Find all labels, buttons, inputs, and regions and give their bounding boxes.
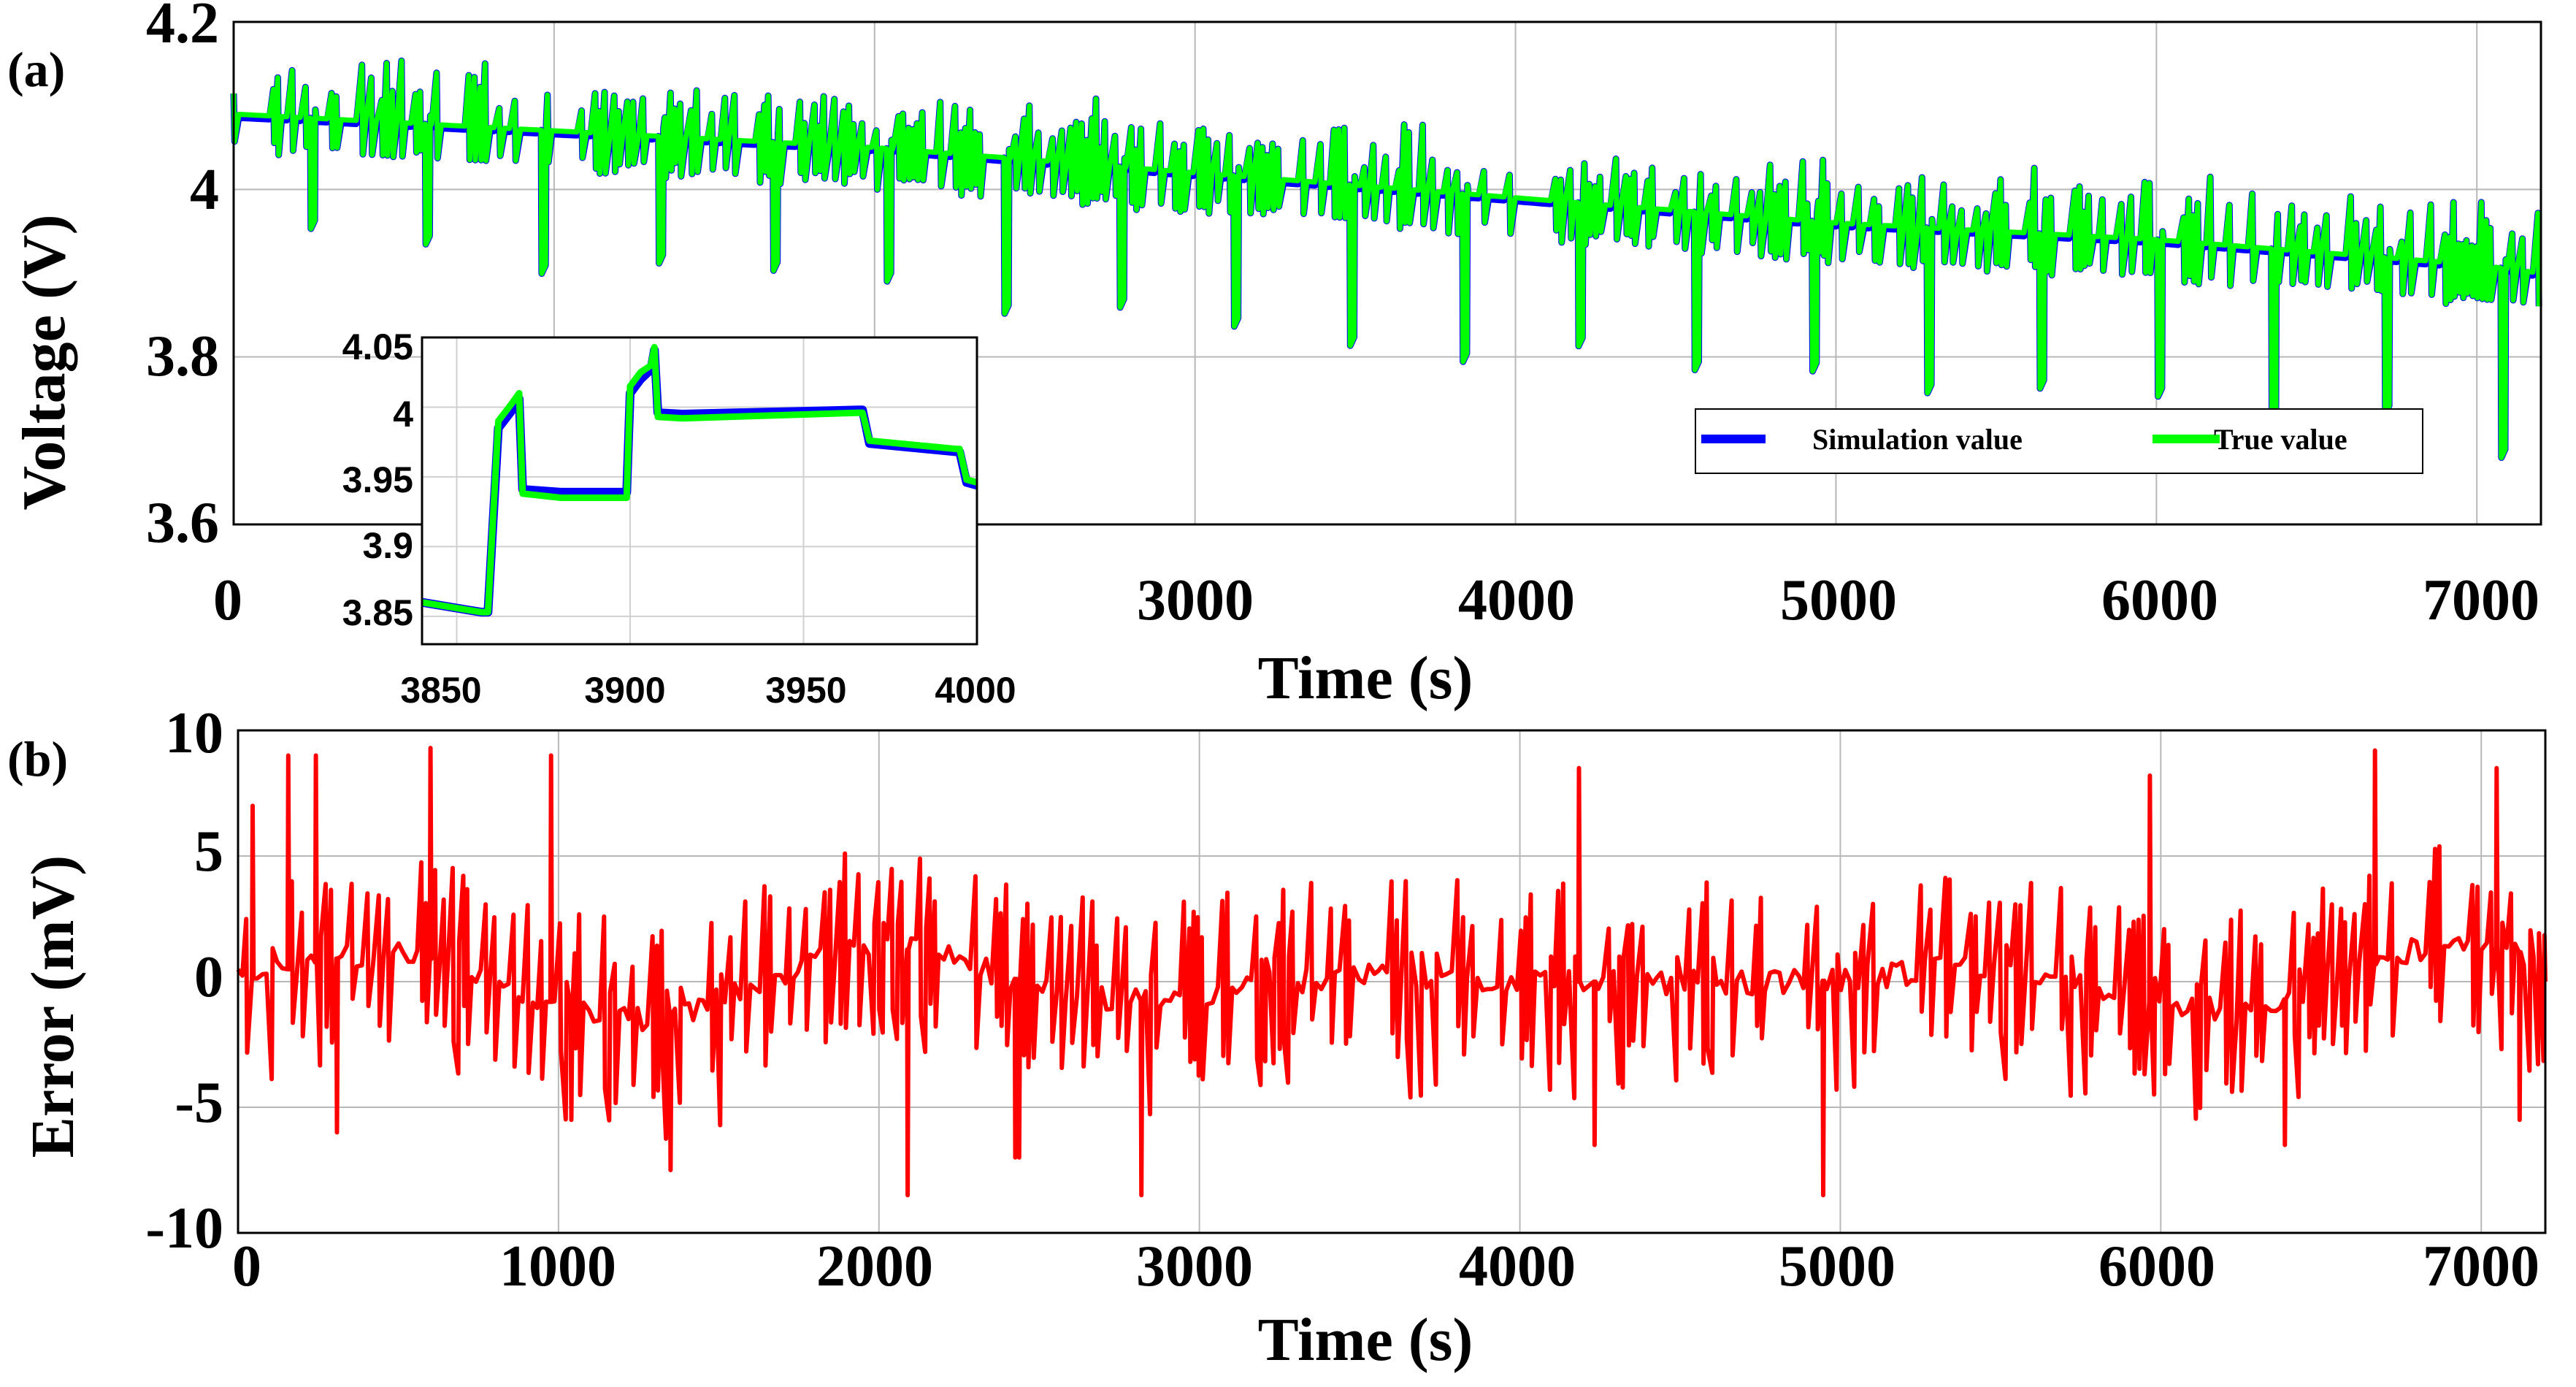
inset-frame bbox=[421, 336, 978, 646]
panel-a-y-ticks: 4.2 4 3.8 3.6 bbox=[146, 0, 219, 555]
b-xtick-5000: 5000 bbox=[1779, 1234, 1895, 1299]
inset-xtick-3900: 3900 bbox=[584, 670, 665, 711]
panel-a-x-ticks: 0 3000 4000 5000 6000 7000 bbox=[213, 568, 2539, 633]
inset-series-true bbox=[421, 343, 978, 616]
b-xtick-7000: 7000 bbox=[2423, 1234, 2539, 1299]
panel-b-y-label: Error (mV) bbox=[19, 855, 87, 1158]
a-ytick-3.6: 3.6 bbox=[146, 491, 219, 555]
panel-a-frame bbox=[232, 20, 2542, 526]
a-xtick-0: 0 bbox=[213, 568, 242, 633]
a-xtick-3000: 3000 bbox=[1137, 568, 1254, 633]
panel-b-lines bbox=[236, 746, 2548, 1198]
panel-a-x-label: Time (s) bbox=[1258, 644, 1473, 712]
panel-a-lines bbox=[230, 57, 2542, 461]
inset-ytick-3.85: 3.85 bbox=[342, 592, 413, 633]
b-xtick-3000: 3000 bbox=[1136, 1234, 1253, 1299]
a-xtick-5000: 5000 bbox=[1780, 568, 1897, 633]
panel-b-y-ticks: 10 5 0 -5 -10 bbox=[145, 701, 223, 1261]
inset-y-ticks: 4.05 4 3.95 3.9 3.85 bbox=[342, 326, 414, 633]
b-xtick-6000: 6000 bbox=[2098, 1234, 2215, 1299]
b-ytick-0: 0 bbox=[194, 945, 223, 1009]
inset-lines bbox=[421, 343, 978, 617]
a-xtick-6000: 6000 bbox=[2101, 568, 2218, 633]
panel-a-inset: 4.05 4 3.95 3.9 3.85 3850 3900 3950 4000 bbox=[342, 326, 1016, 711]
a-ytick-4.2: 4.2 bbox=[146, 0, 219, 56]
inset-xtick-3850: 3850 bbox=[400, 670, 481, 711]
panel-b-x-label: Time (s) bbox=[1258, 1306, 1473, 1374]
inset-ytick-3.95: 3.95 bbox=[342, 459, 413, 500]
b-xtick-1000: 1000 bbox=[499, 1234, 616, 1299]
inset-ytick-3.9: 3.9 bbox=[362, 525, 413, 566]
legend-label-true: True value bbox=[2214, 423, 2347, 456]
b-ytick-5: 5 bbox=[194, 819, 223, 884]
inset-ytick-4.05: 4.05 bbox=[342, 326, 413, 367]
inset-xtick-3950: 3950 bbox=[765, 670, 846, 711]
panel-a-y-label: Voltage (V) bbox=[10, 214, 78, 510]
a-xtick-7000: 7000 bbox=[2423, 568, 2539, 633]
b-ytick--10: -10 bbox=[145, 1196, 223, 1261]
legend-box bbox=[1695, 408, 2423, 474]
a-xtick-4000: 4000 bbox=[1458, 568, 1575, 633]
a-ytick-3.8: 3.8 bbox=[146, 324, 219, 389]
panel-a-legend: Simulation value True value bbox=[1695, 408, 2423, 474]
inset-xtick-4000: 4000 bbox=[935, 670, 1016, 711]
b-ytick--5: -5 bbox=[175, 1071, 223, 1135]
legend-label-simulation: Simulation value bbox=[1812, 423, 2023, 456]
panel-b-frame bbox=[237, 729, 2547, 1234]
a-ytick-4: 4 bbox=[190, 158, 219, 222]
inset-background bbox=[422, 337, 977, 644]
panel-b: (b) 10 5 0 -5 -10 0 1000 2000 3000 4000 … bbox=[7, 701, 2548, 1374]
panel-b-x-ticks: 0 1000 2000 3000 4000 5000 6000 7000 bbox=[232, 1234, 2539, 1299]
panel-a: (a) 4.2 4 3.8 3.6 0 3000 4000 5000 6000 … bbox=[7, 0, 2542, 712]
series-error bbox=[236, 746, 2548, 1198]
b-xtick-0: 0 bbox=[232, 1234, 261, 1299]
panel-a-label: (a) bbox=[7, 42, 65, 97]
b-ytick-10: 10 bbox=[165, 701, 223, 765]
inset-ytick-4: 4 bbox=[393, 394, 413, 435]
b-xtick-2000: 2000 bbox=[816, 1234, 933, 1299]
b-xtick-4000: 4000 bbox=[1459, 1234, 1576, 1299]
inset-x-ticks: 3850 3900 3950 4000 bbox=[400, 670, 1016, 711]
panel-b-label: (b) bbox=[7, 731, 68, 787]
series-true-value bbox=[231, 58, 2542, 460]
